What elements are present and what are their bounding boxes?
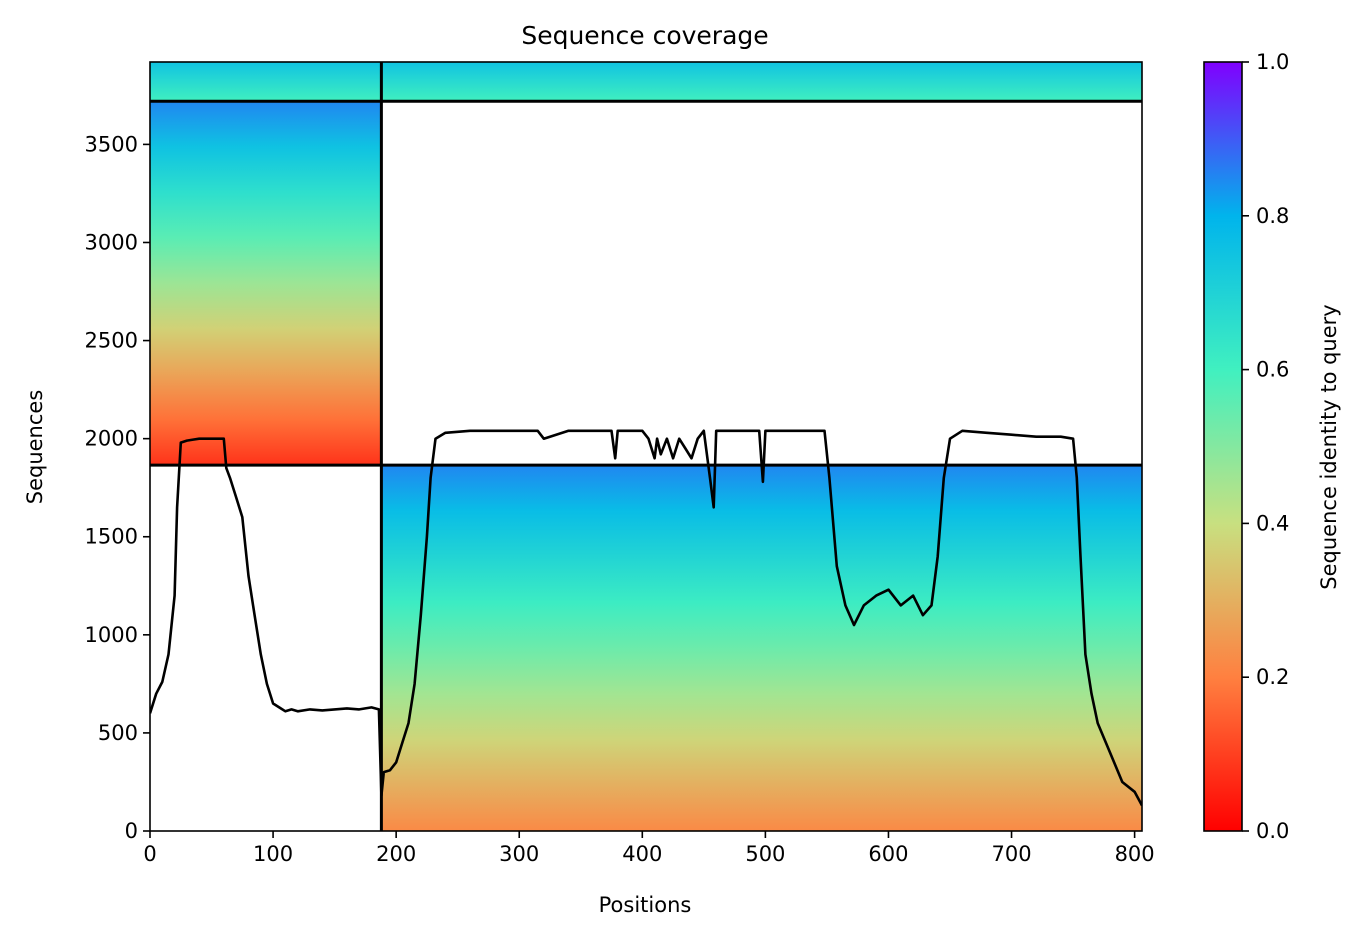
y-tick-label: 1500 (85, 525, 138, 549)
heatmap-block-chain-A-paired (150, 62, 382, 102)
y-tick-label: 2500 (85, 329, 138, 353)
y-tick-label: 1000 (85, 623, 138, 647)
colorbar-tick-label: 0.2 (1256, 665, 1289, 689)
y-tick-label: 0 (125, 819, 138, 843)
y-tick-label: 2000 (85, 427, 138, 451)
x-axis-label: Positions (599, 893, 692, 917)
colorbar-gradient (1203, 61, 1243, 832)
colorbar-tick-label: 0.8 (1256, 204, 1289, 228)
colorbar-tick-label: 0.0 (1256, 819, 1289, 843)
heatmap-block-chain-A-unpaired (150, 101, 382, 466)
x-tick-label: 700 (991, 842, 1031, 866)
x-tick-label: 800 (1115, 842, 1155, 866)
y-tick-label: 3500 (85, 132, 138, 156)
heatmap-block-chain-B-paired (381, 62, 1142, 102)
colorbar: 0.0 0.2 0.4 0.6 0.8 1.0 (1203, 50, 1289, 843)
y-tick-label: 500 (98, 721, 138, 745)
colorbar-tick-label: 0.4 (1256, 511, 1289, 535)
coverage-line (150, 429, 1142, 807)
x-tick-label: 400 (622, 842, 662, 866)
x-tick-label: 200 (376, 842, 416, 866)
y-axis-label: Sequences (23, 390, 47, 505)
colorbar-tick-label: 1.0 (1256, 50, 1289, 74)
heatmap-block-chain-B-unpaired (381, 465, 1142, 831)
x-tick-label: 500 (745, 842, 785, 866)
x-tick-label: 0 (143, 842, 156, 866)
colorbar-label: Sequence identity to query (1317, 304, 1341, 589)
colorbar-tick-label: 0.6 (1256, 358, 1289, 382)
x-tick-label: 300 (499, 842, 539, 866)
plot-frame (149, 61, 1143, 832)
x-tick-label: 600 (868, 842, 908, 866)
heatmap-blocks (150, 62, 1142, 831)
y-tick-label: 3000 (85, 230, 138, 254)
chart-title: Sequence coverage (521, 21, 768, 50)
x-tick-label: 100 (253, 842, 293, 866)
